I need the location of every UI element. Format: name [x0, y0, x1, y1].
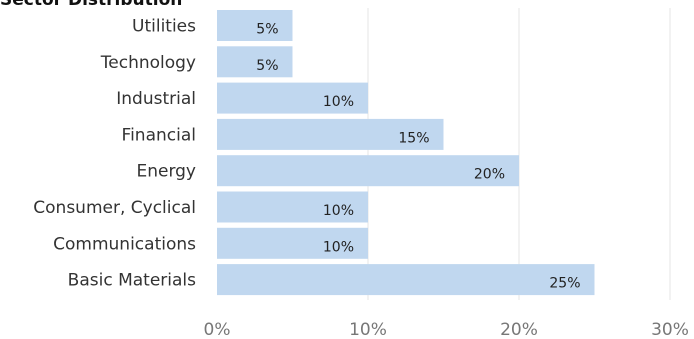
category-label: Energy: [136, 162, 196, 182]
category-labels: Utilities Technology Industrial Financial En…: [33, 17, 196, 291]
value-label: 10%: [323, 239, 354, 255]
category-label: Technology: [100, 53, 196, 73]
bar: [217, 264, 595, 296]
value-label: 10%: [323, 203, 354, 219]
bar: [217, 82, 368, 114]
value-label: 15%: [398, 130, 429, 146]
x-tick-label: 20%: [500, 320, 538, 339]
category-label: Consumer, Cyclical: [33, 198, 196, 218]
bar: [217, 46, 293, 78]
value-label: 5%: [256, 22, 278, 38]
grid-lines: [367, 8, 671, 300]
value-label: 25%: [549, 276, 580, 292]
x-tick-label: 0%: [204, 320, 231, 339]
x-tick-labels: 0% 10% 20% 30%: [204, 320, 689, 339]
category-label: Communications: [53, 234, 196, 254]
value-labels: 5% 5% 10% 15% 20% 10% 10% 25%: [256, 22, 580, 292]
category-label: Utilities: [132, 17, 196, 37]
x-tick-label: 30%: [651, 320, 689, 339]
category-label: Financial: [122, 125, 196, 145]
bars: [217, 10, 595, 296]
chart-title: Sector Distribution: [0, 0, 183, 10]
x-tick-label: 10%: [349, 320, 387, 339]
value-label: 10%: [323, 94, 354, 110]
bar: [217, 191, 368, 223]
value-label: 5%: [256, 58, 278, 74]
category-label: Basic Materials: [68, 271, 196, 291]
bar: [217, 118, 444, 150]
bar: [217, 227, 368, 259]
bar: [217, 155, 519, 187]
bar: [217, 10, 293, 41]
category-label: Industrial: [116, 89, 196, 109]
value-label: 20%: [474, 167, 505, 183]
